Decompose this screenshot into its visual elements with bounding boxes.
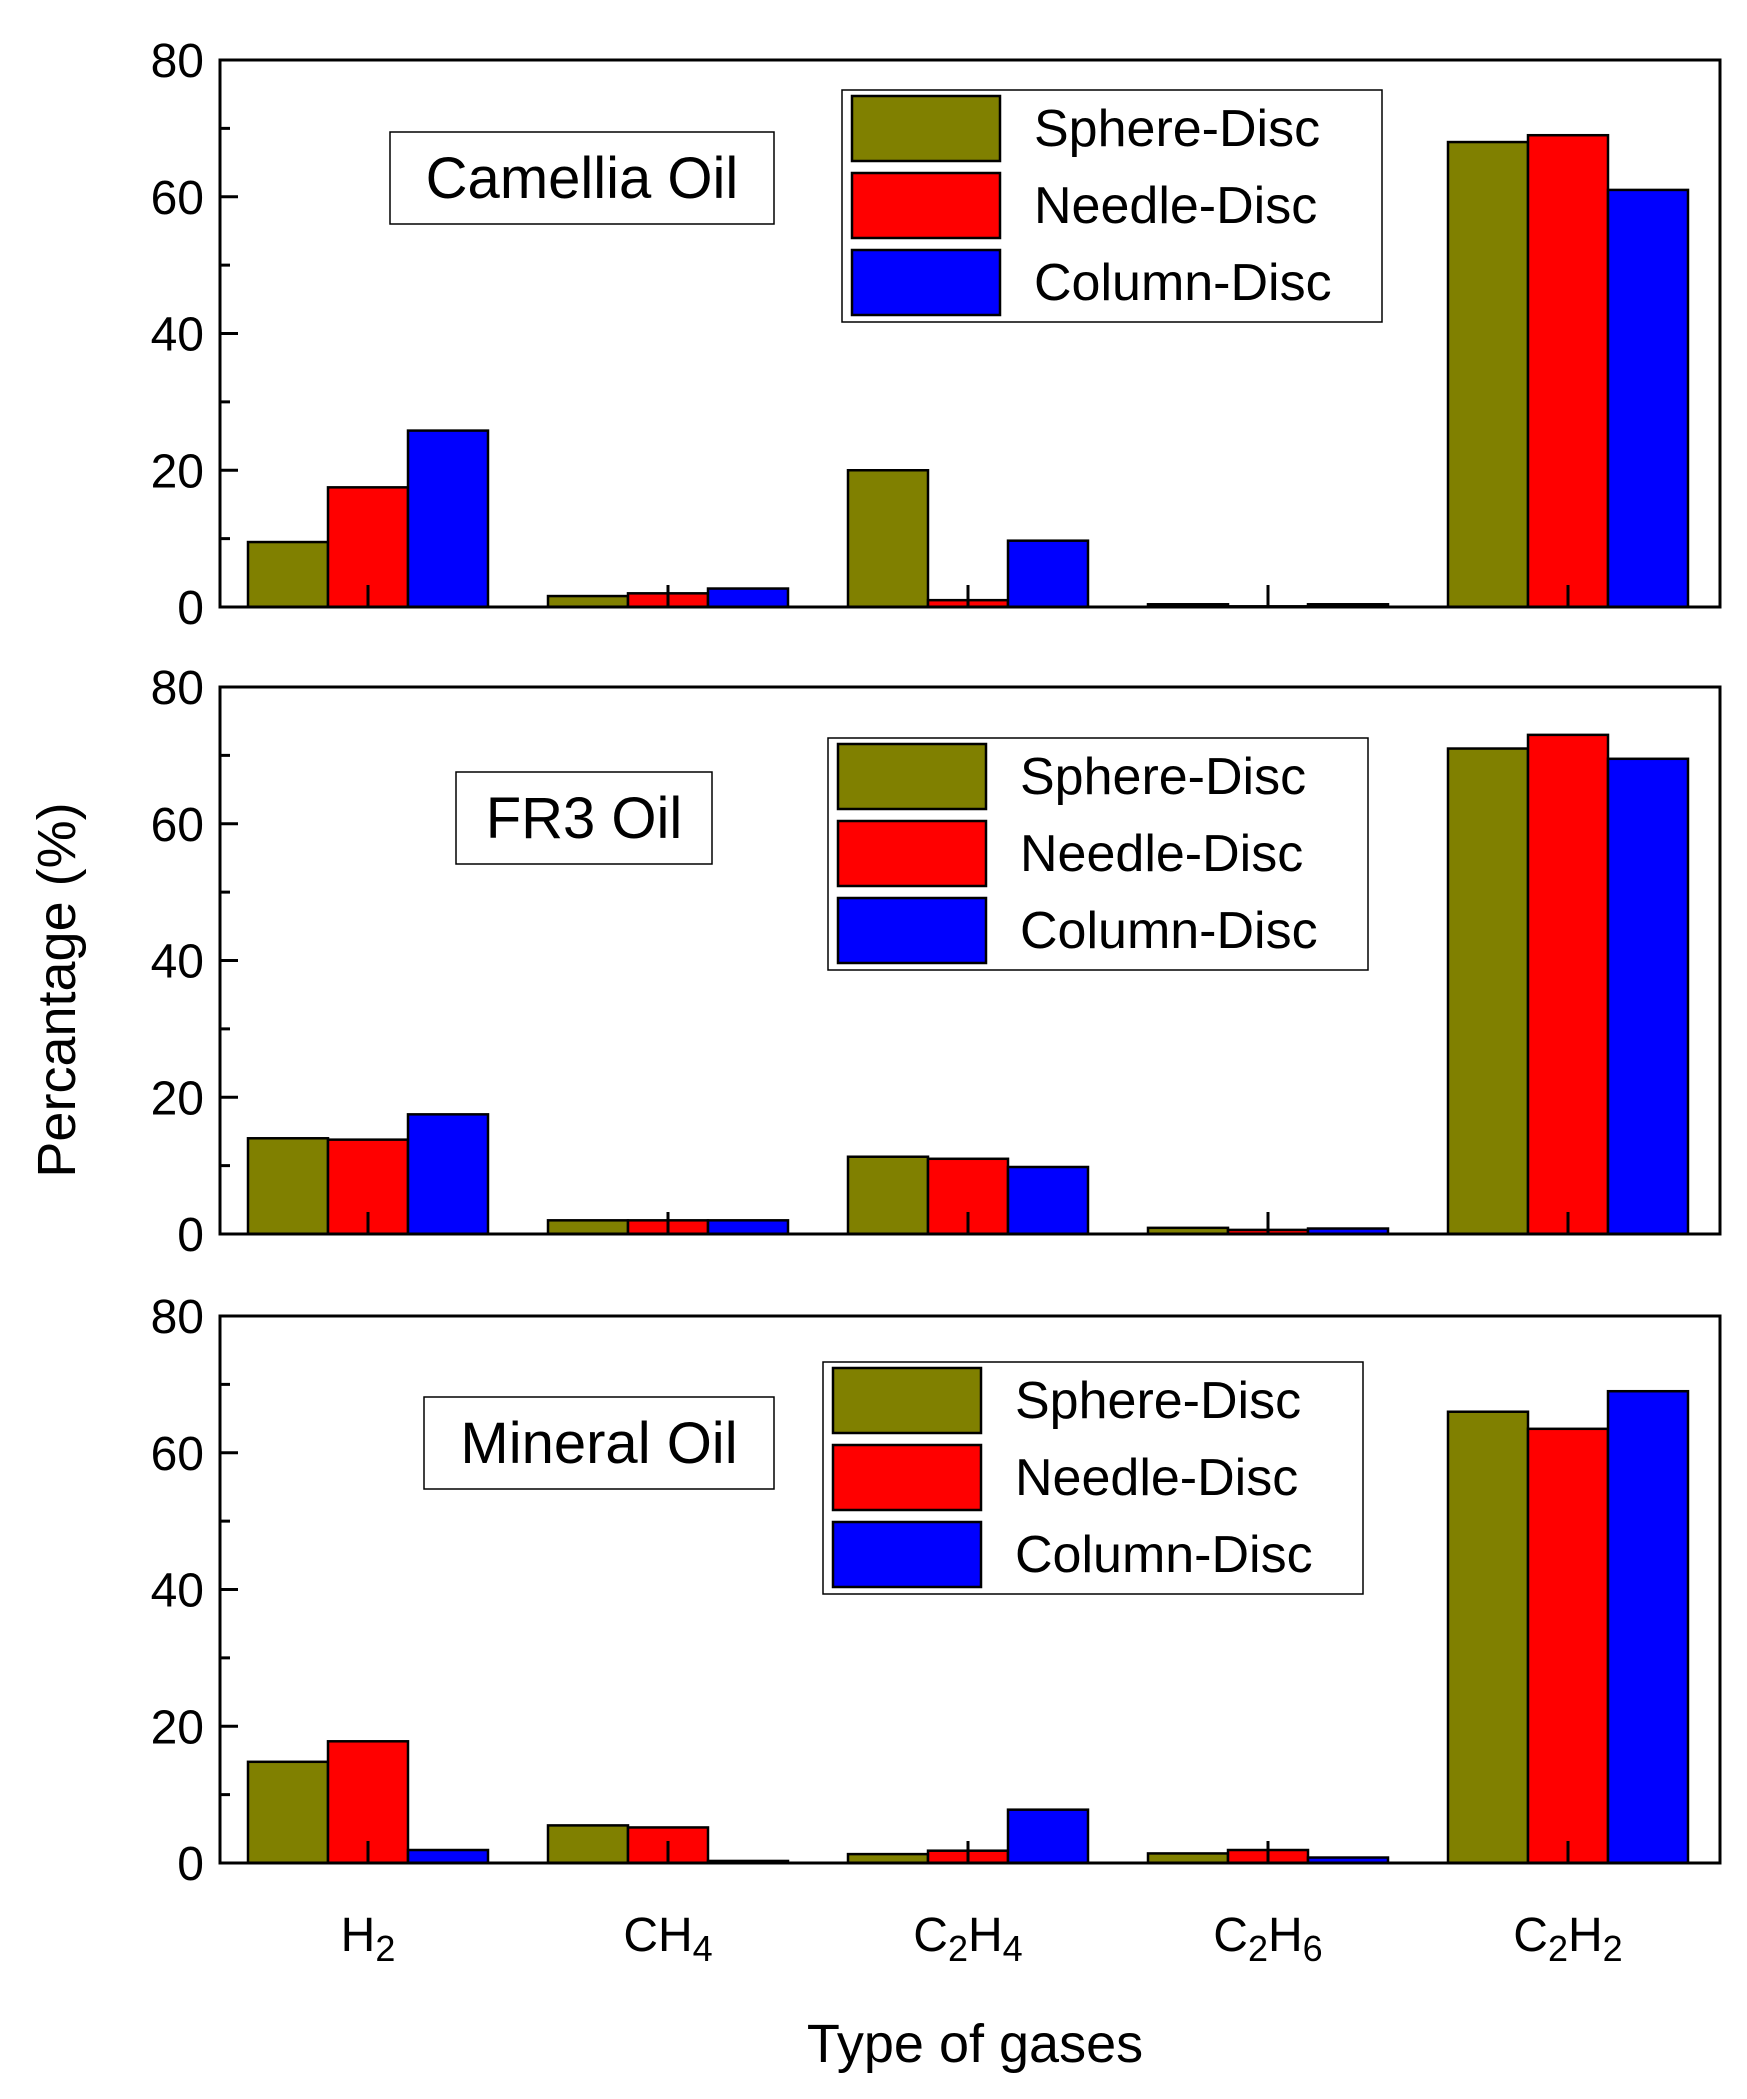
y-tick-label: 60 <box>151 172 204 225</box>
y-tick-label: 0 <box>177 1838 204 1891</box>
legend-label: Column-Disc <box>1020 902 1318 960</box>
x-tick-label: C2H2 <box>1513 1909 1622 1969</box>
y-tick-label: 80 <box>151 662 204 715</box>
legend-swatch <box>850 94 1002 163</box>
bar <box>546 1219 630 1236</box>
bar <box>1526 733 1610 1236</box>
legend-swatch <box>836 896 988 965</box>
bar <box>1446 1410 1530 1865</box>
bar <box>246 1760 330 1865</box>
bar <box>406 429 490 609</box>
bar <box>1606 1389 1690 1865</box>
bar <box>246 540 330 609</box>
bar <box>246 1137 330 1236</box>
x-tick-label: C2H4 <box>913 1909 1022 1969</box>
panel-label: Camellia Oil <box>426 146 739 211</box>
x-tick-label: C2H6 <box>1213 1909 1322 1969</box>
legend-label: Column-Disc <box>1034 254 1332 312</box>
y-tick-label: 0 <box>177 1209 204 1262</box>
y-tick-label: 0 <box>177 582 204 635</box>
bar <box>1526 133 1610 609</box>
y-tick-label: 40 <box>151 309 204 362</box>
bar <box>546 1824 630 1865</box>
bar <box>706 1219 790 1236</box>
legend-swatch <box>831 1520 983 1589</box>
y-tick-label: 20 <box>151 1701 204 1754</box>
legend-swatch <box>850 248 1002 317</box>
x-axis-title: Type of gases <box>807 2014 1143 2074</box>
y-tick-label: 40 <box>151 1565 204 1618</box>
bar <box>1446 140 1530 609</box>
bar <box>1446 747 1530 1236</box>
bar <box>326 1138 410 1236</box>
legend-label: Sphere-Disc <box>1034 100 1320 158</box>
panels-group: 0 20 40 60 80 Camellia Oil Sphere-Disc Needle-D… <box>151 35 1722 1969</box>
y-tick-label: 80 <box>151 1291 204 1344</box>
panel-label-box <box>455 771 713 865</box>
bar <box>1006 539 1090 609</box>
y-tick-label: 20 <box>151 1072 204 1125</box>
bar <box>706 587 790 609</box>
legend-swatch <box>836 742 988 811</box>
legend-swatch <box>831 1443 983 1512</box>
y-tick-label: 80 <box>151 35 204 88</box>
bar <box>406 1113 490 1236</box>
panel-1: 0 20 40 60 80 Camellia Oil Sphere-Disc Needle-D… <box>151 35 1722 635</box>
legend-swatch <box>850 171 1002 240</box>
legend-swatch <box>831 1366 983 1435</box>
legend-label: Needle-Disc <box>1020 825 1303 883</box>
panel-2: 0 20 40 60 80 FR3 Oil Sphere-Disc Needle-Disc Co… <box>151 662 1722 1262</box>
legend-label: Needle-Disc <box>1015 1449 1298 1507</box>
bar <box>1006 1808 1090 1865</box>
panel-label-box <box>423 1396 775 1490</box>
x-tick-label: H2 <box>341 1909 396 1969</box>
bar <box>546 594 630 609</box>
legend-label: Column-Disc <box>1015 1526 1313 1584</box>
panel-label-box <box>389 131 775 225</box>
y-tick-label: 20 <box>151 445 204 498</box>
bar <box>1606 188 1690 609</box>
legend-label: Sphere-Disc <box>1020 748 1306 806</box>
legend-label: Needle-Disc <box>1034 177 1317 235</box>
y-axis-title: Percantage (%) <box>27 802 87 1177</box>
bar <box>1526 1427 1610 1865</box>
bar <box>1006 1165 1090 1236</box>
bar <box>406 1848 490 1865</box>
panel-label: Mineral Oil <box>460 1411 737 1476</box>
panel-label: FR3 Oil <box>486 786 683 851</box>
y-tick-label: 40 <box>151 936 204 989</box>
legend-label: Sphere-Disc <box>1015 1372 1301 1430</box>
legend-swatch <box>836 819 988 888</box>
bar <box>846 1155 930 1236</box>
bar <box>846 469 930 609</box>
y-tick-label: 60 <box>151 799 204 852</box>
x-tick-label: CH4 <box>623 1909 712 1969</box>
bar <box>1606 757 1690 1236</box>
panel-3: 0 20 40 60 80 Mineral Oil Sphere-Disc Needle-Di… <box>151 1291 1722 1891</box>
y-tick-label: 60 <box>151 1428 204 1481</box>
